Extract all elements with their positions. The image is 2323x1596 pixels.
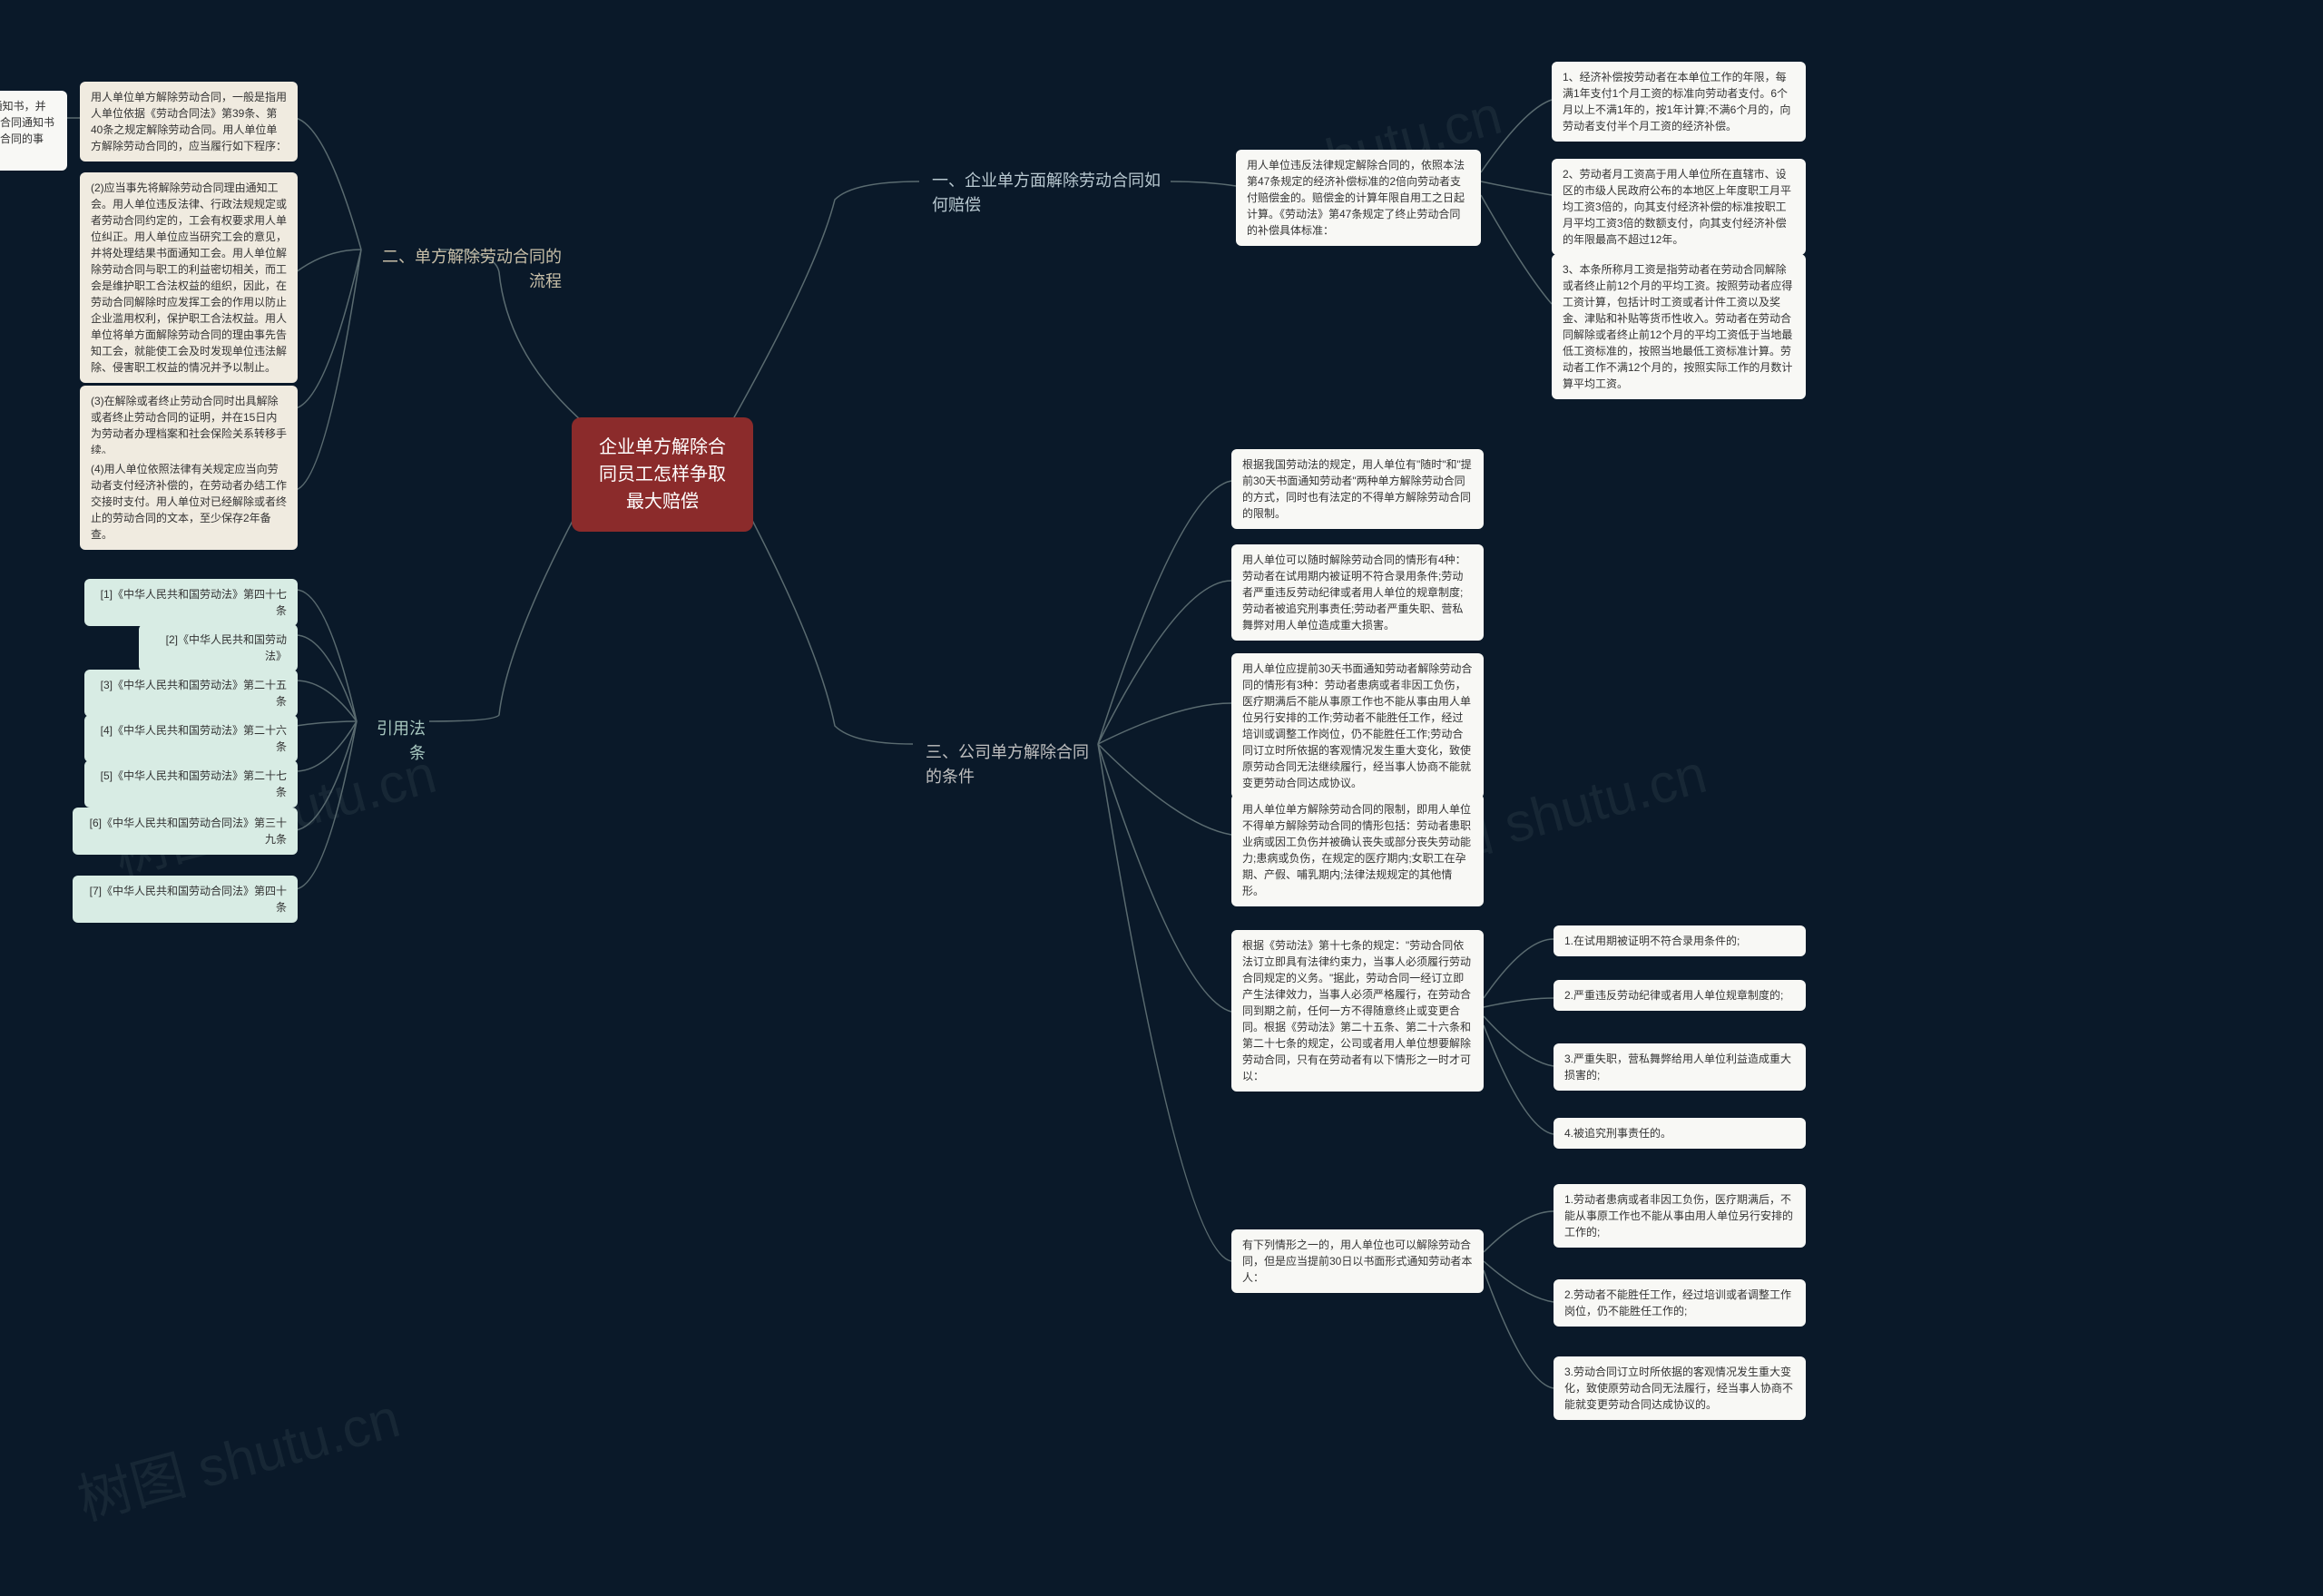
leaf-b4-c3: [3]《中华人民共和国劳动法》第二十五条 — [84, 670, 298, 717]
leaf-b4-c6: [6]《中华人民共和国劳动合同法》第三十九条 — [73, 808, 298, 855]
root-node: 企业单方解除合同员工怎样争取最大赔偿 — [572, 417, 753, 532]
leaf-b3-c6-g3: 3.劳动合同订立时所依据的客观情况发生重大变化，致使原劳动合同无法履行，经当事人… — [1554, 1356, 1806, 1420]
leaf-b2-c1: 用人单位单方解除劳动合同，一般是指用人单位依据《劳动合同法》第39条、第40条之… — [80, 82, 298, 162]
leaf-b3-c5-g4: 4.被追究刑事责任的。 — [1554, 1118, 1806, 1149]
leaf-b4-c4: [4]《中华人民共和国劳动法》第二十六条 — [84, 715, 298, 762]
leaf-b1-c1: 用人单位违反法律规定解除合同的，依照本法第47条规定的经济补偿标准的2倍向劳动者… — [1236, 150, 1481, 246]
branch-compensation: 一、企业单方面解除劳动合同如何赔偿 — [919, 162, 1173, 225]
leaf-b2-c4: (4)用人单位依照法律有关规定应当向劳动者支付经济补偿的，在劳动者办结工作交接时… — [80, 454, 298, 550]
leaf-b4-c7: [7]《中华人民共和国劳动合同法》第四十条 — [73, 876, 298, 923]
watermark: 树图 shutu.cn — [68, 1374, 407, 1535]
leaf-b4-c2: [2]《中华人民共和国劳动法》 — [139, 624, 298, 671]
leaf-b3-c5-g3: 3.严重失职，营私舞弊给用人单位利益造成重大损害的; — [1554, 1043, 1806, 1091]
leaf-b3-c5: 根据《劳动法》第十七条的规定："劳动合同依法订立即具有法律约束力，当事人必须履行… — [1231, 930, 1484, 1092]
leaf-b3-c6: 有下列情形之一的，用人单位也可以解除劳动合同，但是应当提前30日以书面形式通知劳… — [1231, 1229, 1484, 1293]
connector-lines — [0, 0, 2323, 1596]
leaf-b3-c4: 用人单位单方解除劳动合同的限制，即用人单位不得单方解除劳动合同的情形包括：劳动者… — [1231, 794, 1484, 906]
branch-references: 引用法条 — [357, 710, 438, 773]
leaf-b3-c5-g1: 1.在试用期被证明不符合录用条件的; — [1554, 925, 1806, 956]
leaf-b3-c3: 用人单位应提前30天书面通知劳动者解除劳动合同的情形有3种：劳动者患病或者非因工… — [1231, 653, 1484, 798]
leaf-b3-c1: 根据我国劳动法的规定，用人单位有"随时"和"提前30天书面通知劳动者"两种单方解… — [1231, 449, 1484, 529]
leaf-b3-c5-g2: 2.严重违反劳动纪律或者用人单位规章制度的; — [1554, 980, 1806, 1011]
leaf-b3-c6-g1: 1.劳动者患病或者非因工负伤，医疗期满后，不能从事原工作也不能从事由用人单位另行… — [1554, 1184, 1806, 1248]
leaf-b4-c5: [5]《中华人民共和国劳动法》第二十七条 — [84, 760, 298, 808]
leaf-b3-c2: 用人单位可以随时解除劳动合同的情形有4种：劳动者在试用期内被证明不符合录用条件;… — [1231, 544, 1484, 641]
branch-conditions: 三、公司单方解除合同的条件 — [913, 733, 1112, 797]
leaf-b1-g3: 3、本条所称月工资是指劳动者在劳动合同解除或者终止前12个月的平均工资。按照劳动… — [1552, 254, 1806, 399]
leaf-b3-c6-g2: 2.劳动者不能胜任工作，经过培训或者调整工作岗位，仍不能胜任工作的; — [1554, 1279, 1806, 1327]
leaf-b1-g1: 1、经济补偿按劳动者在本单位工作的年限，每满1年支付1个月工资的标准向劳动者支付… — [1552, 62, 1806, 142]
leaf-b2-c2: (2)应当事先将解除劳动合同理由通知工会。用人单位违反法律、行政法规规定或者劳动… — [80, 172, 298, 383]
leaf-b4-c1: [1]《中华人民共和国劳动法》第四十七条 — [84, 579, 298, 626]
leaf-b1-g2: 2、劳动者月工资高于用人单位所在直辖市、设区的市级人民政府公布的本地区上年度职工… — [1552, 159, 1806, 255]
leaf-b2-c0: (1)制作书面解除劳动合同通知书，并且送达给劳动者，解除劳动合同通知书应当载明用… — [0, 91, 67, 171]
branch-process: 二、单方解除劳动合同的流程 — [361, 238, 574, 301]
